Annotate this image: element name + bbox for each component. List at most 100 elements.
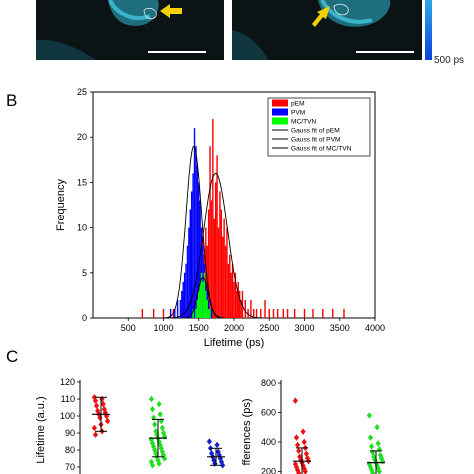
c-right-point-0-19: [296, 469, 302, 474]
gauss-fit-curve-2: [181, 276, 225, 319]
bar-pvm-9: [188, 227, 190, 318]
legend-swatch-1: [272, 108, 288, 116]
c-right-point-1-13: [366, 460, 372, 468]
c-left-point-1-5: [158, 417, 164, 425]
bar-mc-tvn-0: [192, 308, 194, 318]
c-left-point-1-2: [149, 406, 156, 413]
bar-mc-tvn-8: [205, 290, 207, 318]
scatter-plot-differences: fferences (ps) 200 400 600 800: [241, 378, 386, 474]
c-left-point-0-2: [92, 397, 99, 404]
legend-label-4: Gauss fit of PVM: [291, 137, 340, 144]
bar-pem-25: [220, 209, 223, 318]
c-left-point-2-1: [214, 441, 220, 449]
left-y-axis-label: Lifetime (a.u.): [35, 396, 47, 463]
bar-pem-47: [264, 299, 266, 318]
cell-fragment-left: [36, 39, 96, 60]
bar-pem-26: [222, 236, 224, 318]
c-right-point-0-14: [300, 462, 306, 469]
bar-pvm-25: [210, 308, 213, 318]
bar-pem-23: [217, 227, 220, 318]
bar-pem-44: [253, 308, 255, 318]
roi-outline-right: [333, 4, 349, 16]
panel-a: 500 ps: [36, 0, 464, 66]
legend-box: [267, 97, 371, 157]
bar-pem-33: [231, 263, 234, 318]
bar-pvm-1: [174, 308, 176, 318]
x-axis: 500 1000 1500 2000 2500 3000 3500 4000: [121, 318, 385, 333]
bar-pem-22: [216, 155, 218, 318]
bar-pem-27: [223, 218, 225, 318]
panel-label-c: C: [6, 347, 18, 366]
c-right-point-1-10: [372, 456, 378, 463]
bar-pem-0: [141, 308, 144, 318]
c-left-point-0-15: [92, 431, 99, 438]
c-left-point-2-11: [220, 462, 226, 469]
panel-b: B 500 1000 1500 2000 2500 3000 3500 4000 0 5 10 15…: [6, 87, 385, 349]
bar-pem-30: [227, 263, 230, 318]
bar-pem-45: [255, 308, 258, 318]
c-right-point-1-3: [375, 440, 381, 447]
bar-pem-39: [240, 299, 242, 318]
c-left-point-0-4: [94, 402, 100, 409]
colorbar-max-label: 500 ps: [434, 55, 464, 66]
bar-pvm-14: [195, 146, 197, 318]
c-right-point-1-14: [374, 462, 380, 469]
bar-pem-54: [303, 308, 306, 318]
gauss-fit-curve-1: [162, 145, 225, 319]
scalebar-left: [148, 51, 206, 53]
c-right-point-0-13: [292, 460, 298, 468]
cell-edge-right: [320, 0, 373, 24]
x-axis-label: Lifetime (ps): [204, 337, 265, 349]
bar-pem-53: [293, 308, 296, 318]
c-right-point-1-2: [367, 434, 374, 441]
bar-pem-48: [268, 308, 270, 318]
bar-mc-tvn-11: [209, 308, 211, 318]
c-right-point-0-2: [293, 434, 300, 441]
bar-pem-2: [162, 308, 165, 318]
bar-pem-46: [260, 308, 262, 318]
bar-pem-31: [229, 254, 231, 318]
bar-pem-55: [312, 308, 314, 318]
bar-pvm-8: [186, 245, 189, 318]
cell-body-right: [318, 0, 391, 27]
c-left-y-tick-label-4: 110: [61, 394, 75, 404]
c-right-point-0-1: [300, 428, 306, 435]
bar-pem-36: [236, 290, 238, 318]
panel-label-b: B: [6, 91, 17, 110]
c-left-point-1-1: [156, 400, 162, 408]
c-right-point-0-3: [301, 438, 307, 446]
c-right-point-0-17: [295, 466, 301, 474]
legend-label-1: PVM: [291, 110, 305, 117]
bar-pem-17: [209, 146, 211, 318]
c-left-point-1-3: [157, 411, 163, 418]
legend-label-5: Gauss fit of MC/TVN: [291, 146, 352, 153]
c-right-point-1-19: [370, 469, 376, 474]
c-right-point-1-8: [371, 453, 377, 460]
c-right-point-1-11: [380, 457, 386, 465]
bar-pem-35: [234, 272, 237, 318]
bar-pvm-5: [182, 281, 184, 318]
c-left-point-0-3: [100, 400, 106, 408]
c-left-y-tick-label-2: 90: [65, 428, 75, 438]
legend: pEM PVM MC/TVN Gauss fit of pEM Gauss fit of…: [267, 97, 371, 157]
y-tick-label-2: 10: [77, 223, 87, 233]
bar-pem-41: [244, 299, 246, 318]
c-right-point-0-18: [302, 468, 308, 474]
c-left-point-0-13: [91, 424, 97, 432]
y-tick-label-3: 15: [77, 177, 87, 187]
cell-edge-left: [108, 0, 151, 20]
bar-pem-21: [214, 182, 217, 318]
bar-pvm-17: [199, 200, 201, 318]
bar-mc-tvn-10: [207, 308, 210, 318]
colorbar: [425, 0, 432, 60]
bar-pvm-2: [176, 299, 179, 318]
right-y-axis-label: fferences (ps): [241, 398, 253, 465]
c-right-point-0-8: [297, 453, 303, 460]
bar-pem-19: [212, 119, 214, 319]
bar-pem-50: [277, 308, 279, 318]
legend-label-3: Gauss fit of pEM: [291, 128, 340, 135]
c-left-point-1-7: [159, 424, 165, 432]
x-tick-label-0: 500: [121, 323, 136, 333]
legend-swatch-0: [272, 99, 288, 107]
scatter-plot-lifetime: Lifetime (a.u.) 70 80 90 100 110 120: [35, 377, 226, 474]
